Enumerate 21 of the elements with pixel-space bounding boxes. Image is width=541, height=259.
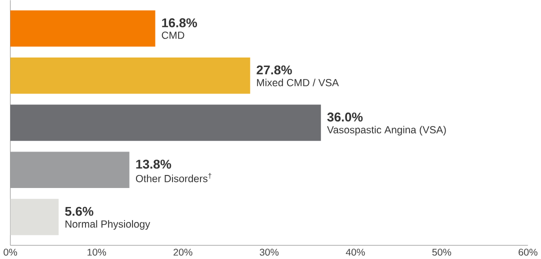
bar <box>10 198 59 236</box>
y-tick-label: Vasospastic Angina (VSA) <box>327 126 446 136</box>
bar <box>10 58 250 94</box>
x-tick-label: 60% <box>518 248 538 256</box>
data-label: 5.6% <box>65 206 94 216</box>
data-label: 13.8% <box>136 160 172 169</box>
x-tick-label: 40% <box>346 248 365 256</box>
y-tick-label: Mixed CMD / VSA <box>257 78 339 86</box>
data-label: 27.8% <box>256 65 292 74</box>
y-tick-label: CMD <box>162 32 184 39</box>
x-tick-label: 0% <box>4 248 18 256</box>
bar <box>10 152 130 188</box>
x-tick-label: 50% <box>432 248 452 256</box>
bar <box>10 10 156 47</box>
y-tick-label: Other Disorders$^{†}$ <box>136 173 212 182</box>
x-tick-label: 30% <box>260 248 279 256</box>
x-tick-label: 10% <box>88 248 106 256</box>
data-label: 36.0% <box>327 112 363 122</box>
y-tick-label: Normal Physiology <box>66 220 150 230</box>
x-tick-label: 20% <box>174 248 192 256</box>
data-label: 16.8% <box>162 18 198 28</box>
